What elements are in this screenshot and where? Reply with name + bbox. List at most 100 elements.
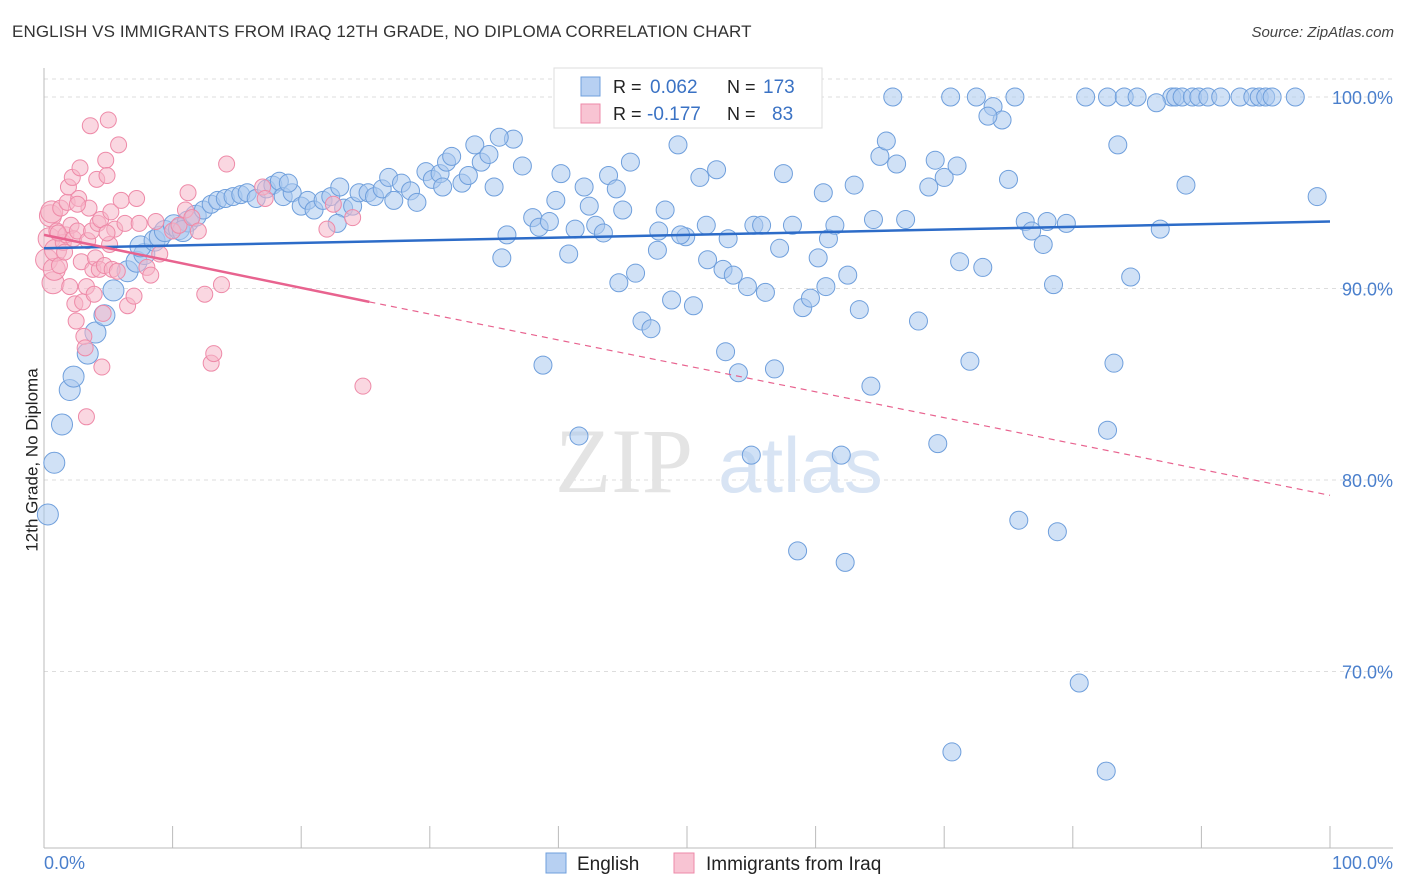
- y-tick-labels: 100.0% 90.0% 80.0% 70.0%: [1332, 88, 1393, 683]
- source-credit: Source: ZipAtlas.com: [1251, 24, 1394, 41]
- iraq-point: [110, 136, 128, 154]
- english-point: [728, 363, 748, 383]
- legend-iraq-swatch: [580, 103, 601, 124]
- english-point: [723, 265, 743, 285]
- english-point: [696, 215, 716, 235]
- english-point: [559, 244, 579, 264]
- legend-english-r-value: 0.062: [650, 77, 698, 98]
- english-point: [62, 365, 85, 388]
- english-point: [978, 106, 998, 126]
- english-point: [825, 215, 845, 235]
- iraq-point: [85, 285, 103, 303]
- iraq-point: [318, 220, 336, 238]
- chart-title: ENGLISH VS IMMIGRANTS FROM IRAQ 12TH GRA…: [12, 22, 752, 41]
- english-point: [565, 219, 585, 239]
- legend-bottom-english-swatch: [545, 852, 567, 874]
- english-point: [641, 319, 661, 339]
- english-point: [278, 173, 298, 193]
- english-point: [458, 166, 478, 186]
- english-point: [950, 252, 970, 272]
- legend-bottom-english-label: English: [577, 854, 639, 875]
- english-point: [849, 300, 869, 320]
- english-point: [887, 154, 907, 174]
- english-point: [606, 179, 626, 199]
- english-point: [1033, 234, 1053, 254]
- english-point: [433, 177, 453, 197]
- english-point: [655, 200, 675, 220]
- iraq-trend-extension: [369, 301, 1331, 496]
- english-point: [546, 190, 566, 210]
- english-point: [919, 177, 939, 197]
- english-point: [831, 445, 851, 465]
- legend-english-r-label: R =: [613, 77, 642, 97]
- axes: [43, 68, 1393, 849]
- legend-bottom-iraq-label: Immigrants from Iraq: [706, 854, 881, 875]
- english-point: [620, 152, 640, 172]
- legend-iraq-n-label: N =: [727, 104, 756, 124]
- legend-english-n-value: 173: [763, 77, 795, 98]
- english-point: [838, 265, 858, 285]
- english-point: [690, 167, 710, 187]
- iraq-point: [112, 191, 130, 209]
- english-point: [512, 156, 532, 176]
- iraq-point: [116, 214, 134, 232]
- english-point: [1176, 175, 1196, 195]
- english-point: [1104, 353, 1124, 373]
- english-point: [941, 87, 961, 107]
- english-point: [1037, 211, 1057, 231]
- english-point: [800, 288, 820, 308]
- english-point: [782, 215, 802, 235]
- english-point: [492, 248, 512, 268]
- iraq-point: [93, 358, 111, 376]
- x-tick-label-max: 100.0%: [1332, 853, 1393, 873]
- english-point: [1098, 420, 1118, 440]
- english-point: [737, 277, 757, 297]
- iraq-point: [102, 203, 120, 221]
- english-point: [551, 164, 571, 184]
- english-point: [1262, 87, 1282, 107]
- iraq-point: [98, 224, 116, 242]
- english-point: [942, 742, 962, 762]
- iraq-point: [189, 222, 207, 240]
- english-point: [1127, 87, 1147, 107]
- english-point: [1150, 219, 1170, 239]
- english-point: [613, 200, 633, 220]
- english-point: [51, 413, 74, 436]
- iraq-point: [76, 339, 94, 357]
- iraq-point: [205, 345, 223, 363]
- iraq-point: [61, 278, 79, 296]
- english-point: [861, 376, 881, 396]
- english-point: [896, 210, 916, 230]
- english-point: [497, 225, 517, 245]
- iraq-point: [125, 287, 143, 305]
- english-point: [1108, 135, 1128, 155]
- iraq-point: [218, 155, 236, 173]
- english-point: [752, 215, 772, 235]
- english-point: [609, 273, 629, 293]
- english-point: [574, 177, 594, 197]
- english-trend-line: [43, 220, 1331, 250]
- iraq-point: [344, 209, 362, 227]
- english-point: [1056, 213, 1076, 233]
- english-point: [36, 503, 59, 526]
- iraq-point: [99, 111, 117, 129]
- watermark-atlas: atlas: [718, 421, 883, 509]
- iraq-point: [130, 214, 148, 232]
- english-point: [1009, 510, 1029, 530]
- english-point: [718, 229, 738, 249]
- y-tick-label: 70.0%: [1342, 663, 1393, 683]
- legend-english-swatch: [580, 76, 601, 97]
- english-point: [1211, 87, 1231, 107]
- iraq-point: [324, 195, 342, 213]
- iraq-point: [196, 285, 214, 303]
- legend-iraq-n-value: 83: [772, 104, 793, 125]
- english-point: [626, 263, 646, 283]
- english-point: [465, 135, 485, 155]
- english-point: [647, 240, 667, 260]
- english-point: [330, 177, 350, 197]
- english-point: [1044, 275, 1064, 295]
- iraq-point: [94, 304, 112, 322]
- iraq-point: [98, 167, 116, 185]
- english-point: [770, 238, 790, 258]
- english-point: [816, 277, 836, 297]
